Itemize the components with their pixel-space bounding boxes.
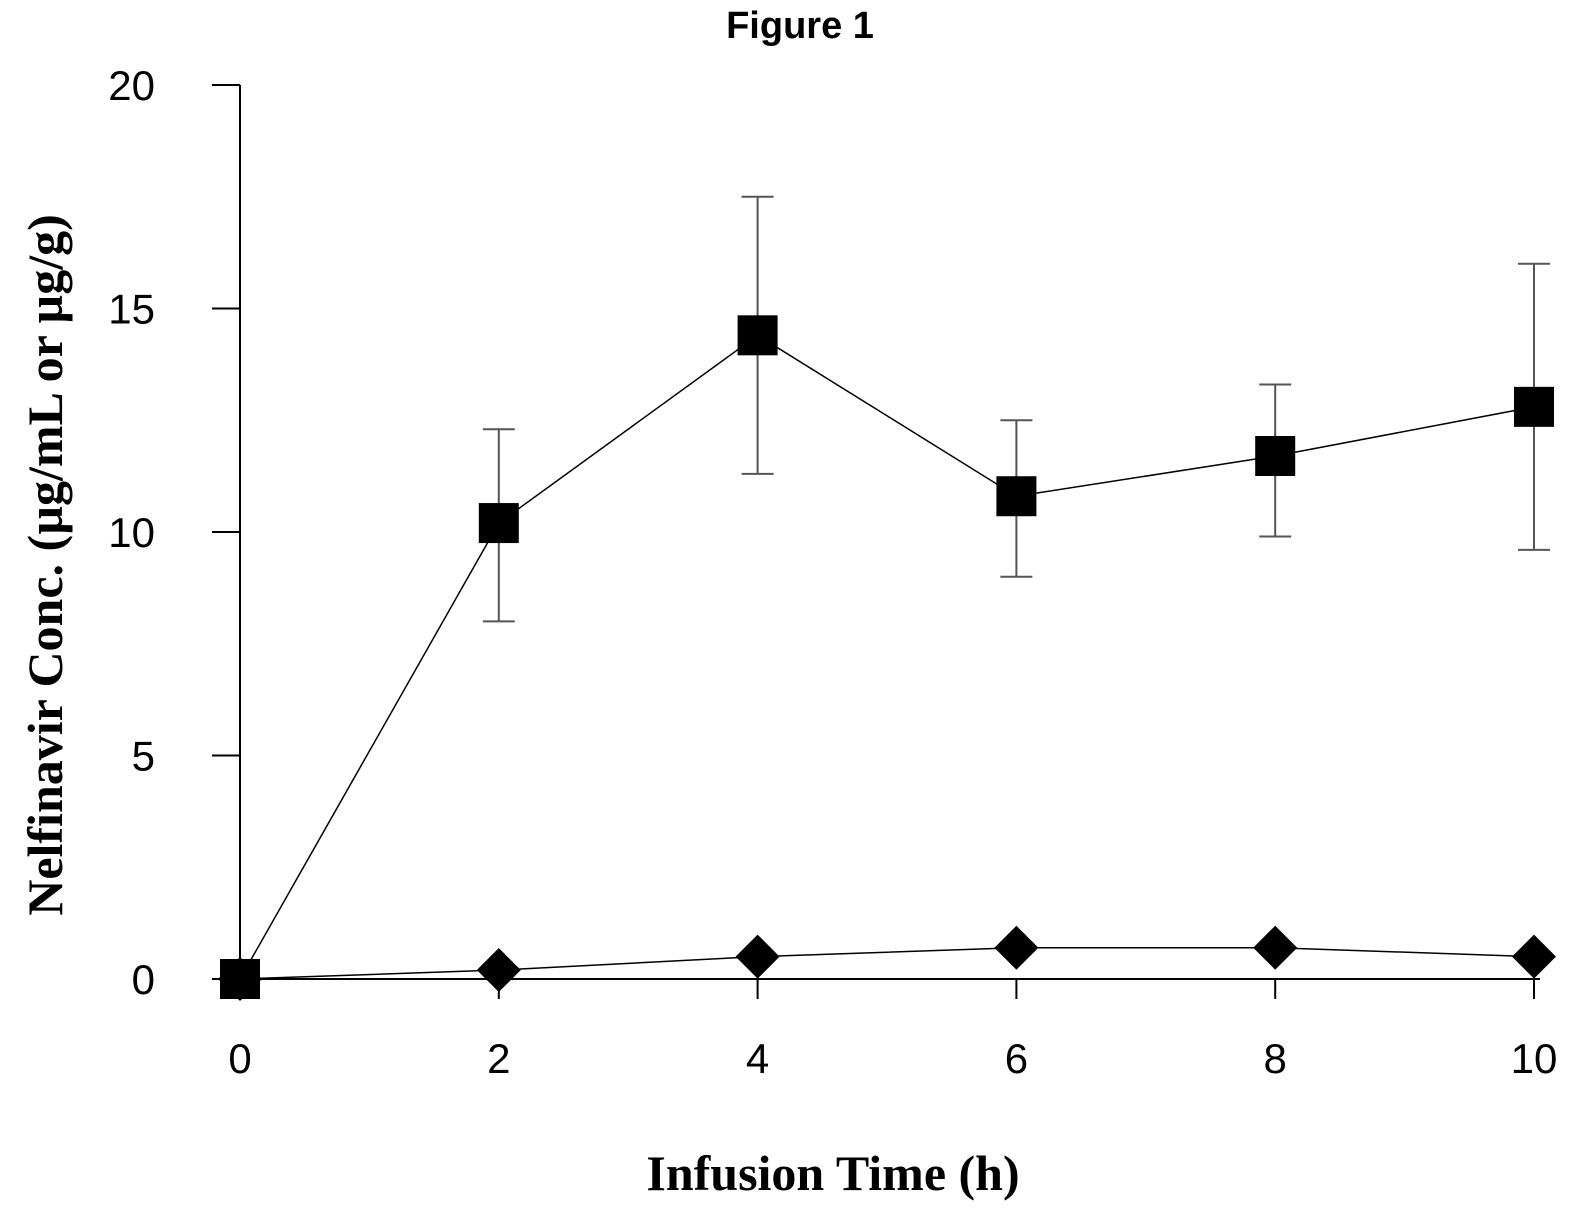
- x-axis-title: Infusion Time (h): [646, 1145, 1019, 1201]
- x-tick-label: 8: [1264, 1035, 1287, 1082]
- y-tick-label: 5: [132, 733, 155, 780]
- y-tick-label: 15: [108, 286, 155, 333]
- data-point-square: [737, 315, 778, 356]
- y-axis-title: Nelfinavir Conc. (µg/mL or µg/g): [17, 214, 73, 916]
- x-tick-label: 6: [1005, 1035, 1028, 1082]
- data-point-diamond: [735, 934, 780, 979]
- axes: [239, 85, 1540, 980]
- data-point-square: [996, 476, 1037, 517]
- ticks: 0 5 10 15 20 0 2 4 6 8 10: [108, 62, 1557, 1082]
- series-line-diamond: [239, 946, 1535, 980]
- data-point-square: [478, 503, 519, 544]
- x-tick-label: 2: [487, 1035, 510, 1082]
- data-point-diamond: [1512, 934, 1556, 979]
- y-tick-label: 10: [108, 509, 155, 556]
- error-bars: [482, 195, 1550, 623]
- data-point-square: [1255, 436, 1296, 477]
- data-point-diamond: [476, 948, 521, 993]
- data-point-diamond: [994, 925, 1039, 970]
- chart-title: Figure 1: [726, 5, 874, 47]
- series-lines: [239, 334, 1535, 980]
- series-line-square: [239, 334, 1535, 980]
- y-tick-label: 0: [132, 956, 155, 1003]
- data-point-square: [220, 959, 260, 999]
- data-point-diamond: [1253, 925, 1298, 970]
- y-tick-label: 20: [108, 62, 155, 109]
- data-point-square: [1514, 386, 1554, 427]
- markers: [218, 315, 1556, 1001]
- x-tick-label: 10: [1511, 1035, 1558, 1082]
- x-tick-label: 0: [228, 1035, 251, 1082]
- x-tick-label: 4: [746, 1035, 769, 1082]
